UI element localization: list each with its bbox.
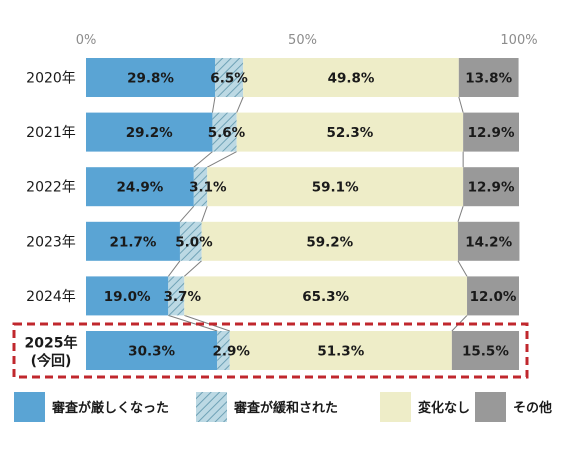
connector-line xyxy=(211,96,216,113)
data-label: 14.2% xyxy=(465,234,512,250)
bar-segment xyxy=(86,276,169,316)
data-label: 49.8% xyxy=(328,71,375,87)
data-label: 19.0% xyxy=(104,289,151,305)
x-tick-label: 50% xyxy=(288,33,317,48)
data-label: 12.0% xyxy=(470,289,517,305)
data-label: 13.8% xyxy=(465,71,512,87)
x-tick-label: 0% xyxy=(76,33,97,48)
connector-line xyxy=(201,206,208,222)
bar-segment xyxy=(86,112,213,152)
bar-segment xyxy=(207,167,464,207)
data-label: 3.7% xyxy=(164,289,202,305)
bar-segment xyxy=(179,221,202,261)
legend-swatch xyxy=(196,392,227,422)
legend-item: その他 xyxy=(475,392,552,422)
connector-line xyxy=(184,314,230,332)
data-label: 29.8% xyxy=(127,71,174,87)
data-label: 52.3% xyxy=(326,125,373,141)
data-label: 29.2% xyxy=(126,125,173,141)
connector-line xyxy=(167,260,181,277)
bar-row: 29.2% 5.6% 52.3% 12.9% xyxy=(86,112,519,152)
y-tick-label: 2023年 xyxy=(26,234,76,250)
bar-segment xyxy=(467,276,519,316)
legend-label: 変化なし xyxy=(418,400,470,416)
data-label: 59.2% xyxy=(306,234,353,250)
legend-label: 審査が厳しくなった xyxy=(51,400,169,416)
connector-line xyxy=(457,260,468,277)
bar-row: 24.9% 3.1% 59.1% 12.9% xyxy=(86,167,519,207)
bar-segment xyxy=(212,112,237,152)
connector-line xyxy=(207,151,237,168)
bar-segment xyxy=(463,167,519,207)
connector-line xyxy=(458,96,464,113)
y-tick-label: 2020年 xyxy=(26,71,76,87)
data-label: 12.9% xyxy=(468,125,515,141)
bar-segment xyxy=(451,331,519,370)
data-label: 2.9% xyxy=(212,344,250,360)
bar-row: 30.3% 2.9% 51.3% 15.5% xyxy=(86,331,519,370)
bar-row: 21.7% 5.0% 59.2% 14.2% xyxy=(86,221,520,261)
data-label: 5.6% xyxy=(208,125,246,141)
legend-label: 審査が緩和された xyxy=(233,400,338,416)
legend-item: 審査が厳しくなった xyxy=(14,392,169,422)
legend: 審査が厳しくなった 審査が緩和された 変化なし その他 xyxy=(14,392,552,422)
y-axis-labels: 2020年 2021年 2022年 2023年 2024年 2025年(今回) xyxy=(25,71,78,370)
segment-connectors xyxy=(167,96,468,332)
legend-swatch xyxy=(475,392,506,422)
connector-line xyxy=(193,151,213,168)
legend-item: 審査が緩和された xyxy=(196,392,338,422)
data-label: 51.3% xyxy=(317,344,364,360)
bar-segment xyxy=(236,112,464,152)
y-tick-label: 2025年(今回) xyxy=(25,335,78,370)
bar-segment xyxy=(217,331,230,370)
bar-rows: 29.8% 6.5% 49.8% 13.8%29.2% 5.6% 52.3% 12.9%24… xyxy=(86,58,520,370)
connector-line xyxy=(236,96,244,113)
legend-swatch xyxy=(14,392,45,422)
bar-segment xyxy=(201,221,458,261)
data-label: 15.5% xyxy=(462,344,509,360)
bar-segment xyxy=(457,221,520,261)
legend-label: その他 xyxy=(513,400,552,416)
connector-line xyxy=(168,314,218,332)
bar-segment xyxy=(193,167,208,207)
bar-row: 19.0% 3.7% 65.3% 12.0% xyxy=(86,276,519,316)
connector-line xyxy=(183,260,202,277)
x-tick-label: 100% xyxy=(500,33,537,48)
bar-segment xyxy=(86,167,194,207)
bar-segment xyxy=(229,331,452,370)
y-tick-label: 2021年 xyxy=(26,125,76,141)
bar-segment xyxy=(168,276,185,316)
highlight-box xyxy=(12,322,529,379)
data-label: 5.0% xyxy=(175,234,213,250)
bar-segment xyxy=(86,58,216,97)
bar-segment xyxy=(215,58,244,97)
bar-segment xyxy=(86,221,180,261)
bar-segment xyxy=(243,58,459,97)
data-label: 6.5% xyxy=(210,71,248,87)
bar-segment xyxy=(86,331,218,370)
bar-row: 29.8% 6.5% 49.8% 13.8% xyxy=(86,58,519,97)
y-tick-label: 2024年 xyxy=(26,289,76,305)
legend-item: 変化なし xyxy=(380,392,470,422)
data-label: 59.1% xyxy=(312,180,359,196)
data-label: 21.7% xyxy=(110,234,157,250)
connector-line xyxy=(179,205,195,223)
x-axis-ticks: 0% 50% 100% xyxy=(76,33,538,48)
data-label: 24.9% xyxy=(116,180,163,196)
connector-line xyxy=(457,206,464,222)
legend-swatch xyxy=(380,392,411,422)
data-label: 3.1% xyxy=(189,180,227,196)
bar-segment xyxy=(184,276,468,316)
data-label: 65.3% xyxy=(302,289,349,305)
current-year-highlight xyxy=(12,322,529,379)
data-label: 12.9% xyxy=(468,180,515,196)
bar-segment xyxy=(463,112,519,152)
data-label: 30.3% xyxy=(128,344,175,360)
bar-segment xyxy=(458,58,519,97)
y-tick-label: 2022年 xyxy=(26,180,76,196)
